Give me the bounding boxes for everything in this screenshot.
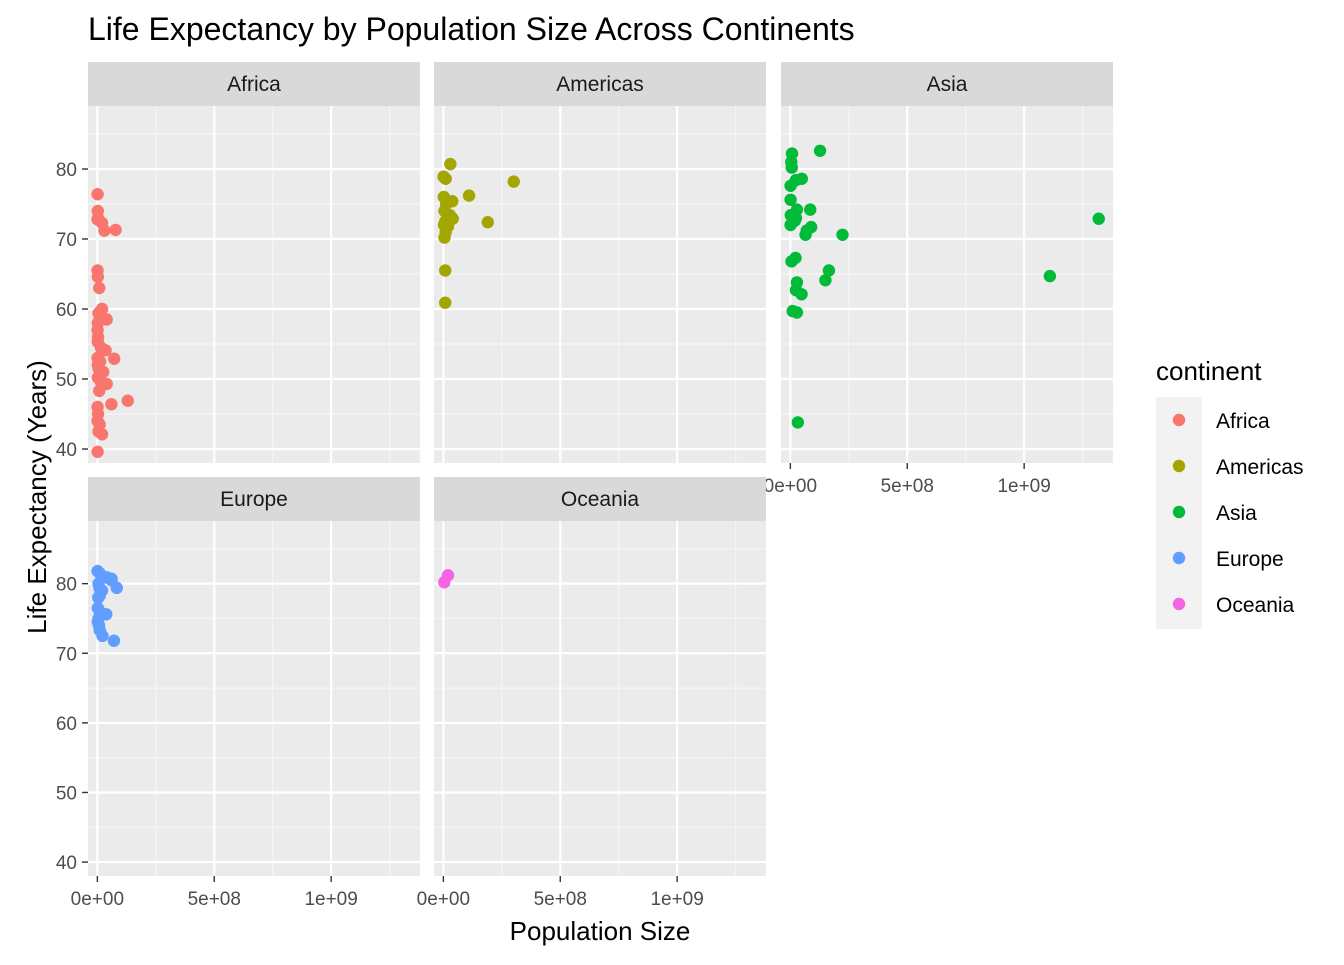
data-point-europe [105, 573, 118, 587]
legend-key-europe [1172, 551, 1186, 565]
data-point-africa [91, 270, 105, 283]
legend-key-americas [1172, 459, 1186, 473]
panel-background [434, 106, 766, 463]
data-point-africa [99, 344, 112, 357]
panel-africa: Africa 40 50 60 70 80 [56, 62, 420, 463]
data-point-africa [105, 398, 118, 411]
strip-africa [88, 62, 420, 106]
chart-title: Life Expectancy by Population Size Acros… [88, 11, 855, 47]
legend-label-asia: Asia [1216, 502, 1257, 525]
data-point-africa [91, 445, 104, 458]
data-point-asia [822, 264, 836, 277]
data-point-americas [462, 189, 476, 202]
legend-title: continent [1156, 356, 1262, 386]
y-tick-label: 40 [56, 853, 77, 874]
panel-background [781, 106, 1113, 463]
data-point-americas [481, 216, 494, 229]
data-point-americas [439, 264, 452, 277]
data-point-asia [813, 144, 827, 157]
data-point-africa [98, 224, 111, 237]
x-tick-label: 5e+08 [188, 889, 241, 910]
legend-label-oceania: Oceania [1216, 594, 1295, 617]
data-point-africa [109, 223, 122, 237]
x-tick-label: 0e+00 [417, 889, 470, 910]
strip-asia [781, 62, 1113, 106]
data-point-asia [784, 218, 797, 232]
legend-key-oceania [1172, 597, 1186, 611]
panel-europe: Europe 40 50 60 70 80 0e+00 5e+08 1e+09 [56, 477, 420, 910]
data-point-asia [785, 255, 798, 268]
strip-label-africa: Africa [227, 73, 281, 96]
panel-asia: Asia 0e+00 5e+08 1e+09 [764, 62, 1113, 497]
data-point-asia [836, 228, 849, 241]
data-point-asia [785, 161, 798, 174]
strip-label-europe: Europe [220, 488, 288, 511]
strip-oceania [434, 477, 766, 521]
data-point-americas [439, 172, 452, 185]
data-point-americas [438, 231, 451, 244]
x-tick-label: 0e+00 [71, 889, 124, 910]
data-point-asia [791, 416, 805, 429]
data-point-americas [444, 157, 457, 171]
data-point-africa [95, 428, 109, 441]
x-axis-title: Population Size [510, 916, 691, 946]
legend-key-africa [1172, 413, 1186, 427]
data-point-africa [93, 281, 106, 295]
data-point-americas [439, 296, 452, 309]
x-tick-label: 1e+09 [650, 889, 703, 910]
y-tick-label: 60 [56, 300, 77, 321]
panel-background [88, 106, 420, 463]
x-tick-label: 5e+08 [881, 476, 934, 497]
data-point-europe [92, 591, 105, 604]
data-point-asia [799, 228, 812, 241]
panel-background [88, 521, 420, 876]
legend: continent Africa Americas Asia Europe Oceani… [1156, 356, 1304, 629]
y-tick-label: 70 [56, 230, 77, 251]
y-tick-label: 80 [56, 575, 77, 596]
y-tick-label: 50 [56, 370, 77, 391]
x-tick-label: 5e+08 [534, 889, 587, 910]
y-axis-title: Life Expectancy (Years) [22, 360, 52, 634]
strip-americas [434, 62, 766, 106]
x-tick-label: 1e+09 [304, 889, 357, 910]
x-tick-label: 0e+00 [764, 476, 817, 497]
data-point-asia [804, 203, 817, 216]
data-point-asia [790, 306, 804, 319]
y-tick-label: 50 [56, 783, 77, 804]
legend-key-asia [1172, 505, 1186, 519]
x-tick-label: 1e+09 [997, 476, 1050, 497]
data-point-africa [107, 352, 121, 365]
strip-label-americas: Americas [556, 73, 644, 96]
data-point-asia [819, 274, 832, 287]
data-point-asia [784, 179, 797, 192]
y-tick-label: 70 [56, 644, 77, 665]
legend-label-europe: Europe [1216, 548, 1284, 571]
data-point-asia [795, 288, 808, 301]
data-point-africa [121, 394, 134, 407]
data-point-asia [784, 193, 797, 206]
data-point-asia [1043, 269, 1057, 283]
y-tick-label: 80 [56, 160, 77, 181]
panel-oceania: Oceania 0e+00 5e+08 1e+09 [417, 477, 766, 910]
data-point-africa [91, 188, 104, 201]
panel-background [434, 521, 766, 876]
strip-label-asia: Asia [927, 73, 968, 96]
data-point-europe [107, 634, 121, 647]
strip-europe [88, 477, 420, 521]
data-point-asia [1092, 212, 1105, 225]
data-point-americas [507, 175, 520, 188]
strip-label-oceania: Oceania [561, 488, 640, 511]
data-point-europe [96, 629, 109, 643]
data-point-oceania [438, 576, 451, 589]
data-point-africa [93, 384, 106, 398]
legend-label-africa: Africa [1216, 410, 1270, 433]
legend-label-americas: Americas [1216, 456, 1304, 479]
panel-americas: Americas [434, 62, 766, 463]
y-tick-label: 40 [56, 440, 77, 461]
y-tick-label: 60 [56, 714, 77, 735]
